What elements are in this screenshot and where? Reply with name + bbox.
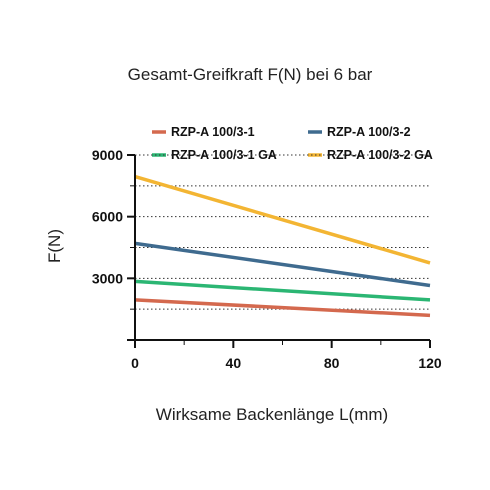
legend-label: RZP-A 100/3-2 <box>327 125 411 139</box>
y-tick-label: 3000 <box>92 270 123 286</box>
y-axis-label: F(N) <box>45 229 64 263</box>
x-tick-label: 40 <box>226 355 242 371</box>
grid <box>135 154 430 310</box>
series-line-4 <box>134 174 431 265</box>
x-tick-label: 120 <box>418 355 442 371</box>
x-tick-label: 80 <box>324 355 340 371</box>
series-lines <box>134 174 431 318</box>
x-tick-label: 0 <box>131 355 139 371</box>
y-tick-label: 6000 <box>92 209 123 225</box>
legend-label: RZP-A 100/3-1 <box>171 125 255 139</box>
series-line-1 <box>134 298 431 318</box>
x-axis-label: Wirksame Backenlänge L(mm) <box>156 405 388 424</box>
chart-title: Gesamt-Greifkraft F(N) bei 6 bar <box>128 65 373 84</box>
series-line-2 <box>134 241 431 288</box>
tick-labels: 0 40 80 120 3000 6000 9000 <box>92 147 442 371</box>
axes <box>127 154 431 348</box>
y-tick-label: 9000 <box>92 147 123 163</box>
series-line-3 <box>134 279 431 302</box>
